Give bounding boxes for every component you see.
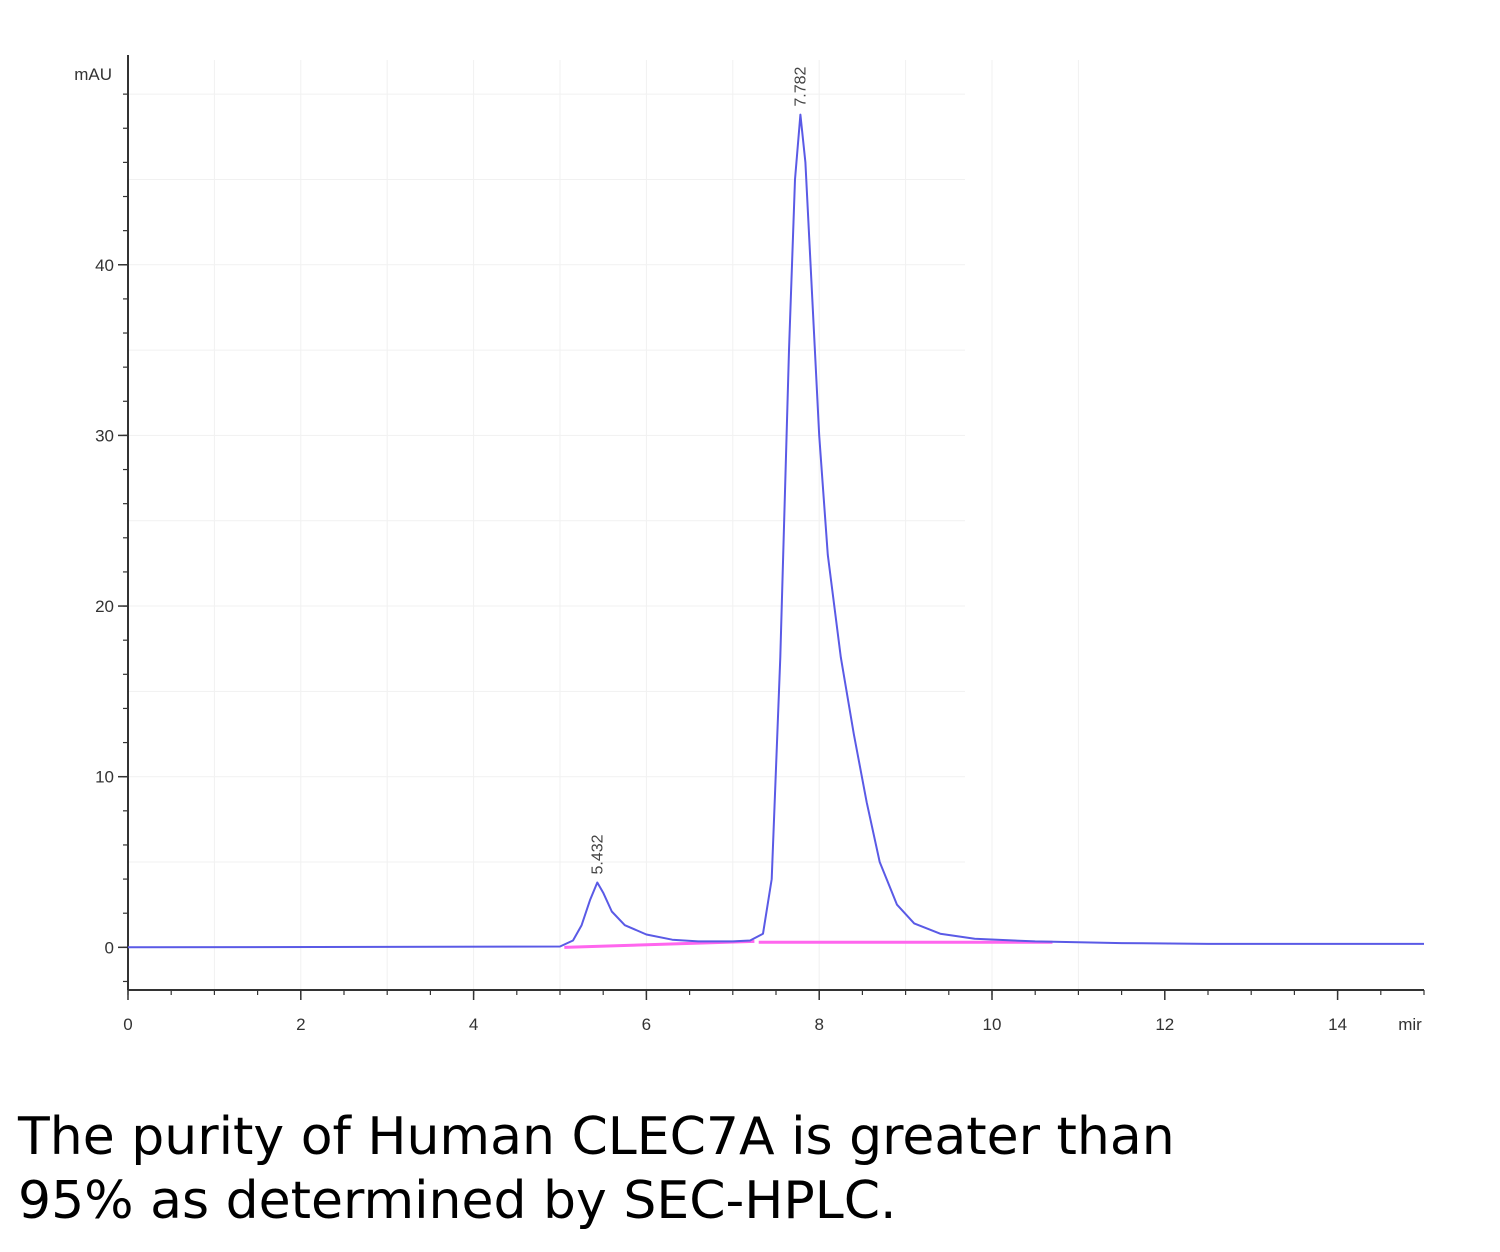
peak-label: 5.432 [589,834,606,874]
x-tick-label: 10 [983,1015,1002,1034]
x-tick-label: 8 [814,1015,823,1034]
chromatogram-chart: 0 10 20 30 40 0 2 4 6 8 10 12 14 mAU mir 5.432 7.782 [74,55,1425,1034]
y-axis-unit-label: mAU [74,65,112,84]
x-tick-label: 12 [1155,1015,1174,1034]
x-tick-label: 2 [296,1015,305,1034]
chromatogram-svg: 0 10 20 30 40 0 2 4 6 8 10 12 14 mAU mir 5.432 7.782 [74,55,1425,1034]
x-tick-label: 4 [469,1015,478,1034]
caption-line-1: The purity of Human CLEC7A is greater th… [18,1107,1175,1167]
signal-trace [127,113,1424,949]
caption-line-2: 95% as determined by SEC-HPLC. [18,1171,897,1231]
y-tick-label: 20 [95,597,114,616]
peak-label: 7.782 [792,66,809,106]
y-tick-label: 10 [95,768,114,787]
x-tick-label: 14 [1328,1015,1347,1034]
x-tick-label: 6 [642,1015,651,1034]
figure-caption: The purity of Human CLEC7A is greater th… [18,1105,1478,1233]
y-tick-label: 30 [95,426,114,445]
y-tick-label: 0 [105,938,114,957]
y-tick-label: 40 [95,256,114,275]
x-tick-label: 0 [123,1015,132,1034]
x-axis-unit-label: mir [1398,1015,1422,1034]
